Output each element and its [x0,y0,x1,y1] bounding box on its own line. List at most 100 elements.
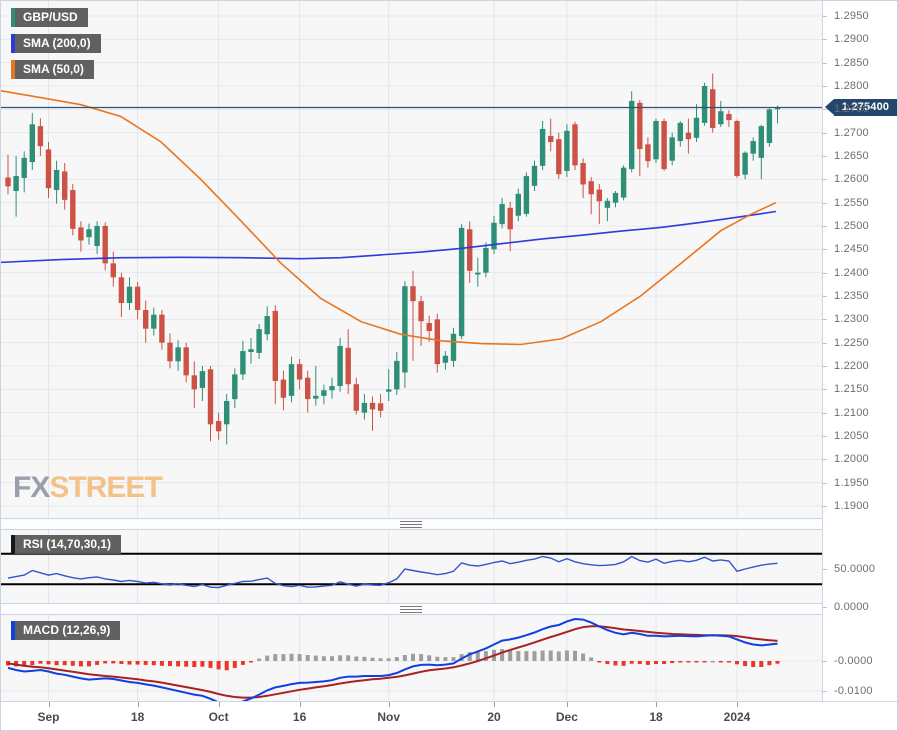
symbol-label: GBP/USD [23,10,78,24]
price-axis-label: 1.2600 [834,173,869,185]
macd-histogram [6,649,780,671]
price-axis-label: 1.2150 [834,383,869,395]
price-axis-label: 1.1950 [834,477,869,489]
axis-tick [823,86,827,87]
axis-tick [823,691,827,692]
axis-tick [823,389,827,390]
price-axis-label: 1.2900 [834,33,869,45]
macd-axis-label: -0.0100 [834,685,873,697]
time-axis-label: Sep [37,710,60,724]
symbol-color-bar [11,8,15,27]
price-axis-label: 1.2200 [834,360,869,372]
price-axis-label: 1.2950 [834,10,869,22]
macd-signal-line [7,625,778,699]
sma50-color-bar [11,60,15,79]
time-axis-tick [566,702,568,707]
axis-tick [823,39,827,40]
time-axis-tick [218,702,220,707]
axis-tick [823,249,827,250]
horizontal-gridlines [1,15,822,507]
legend-rsi: RSI (14,70,30,1) [11,535,122,554]
time-axis[interactable]: Sep 18 Oct 16 Nov 20 Dec 18 2024 [1,701,897,730]
axis-tick [823,296,827,297]
axis-tick [823,607,827,608]
macd-line [7,617,778,701]
axis-tick [823,133,827,134]
axis-tick [823,506,827,507]
price-axis-label: 1.2400 [834,267,869,279]
badge-arrow-icon [825,98,834,115]
rsi-label: RSI (14,70,30,1) [23,537,112,551]
axis-tick [823,226,827,227]
price-axis-label: 1.2850 [834,57,869,69]
rsi-panel[interactable]: RSI (14,70,30,1) [1,530,822,603]
axis-tick [823,319,827,320]
rsi-chart-canvas[interactable] [1,530,822,603]
price-axis-label: 1.2300 [834,313,869,325]
sma50-label: SMA (50,0) [23,62,84,76]
macd-panel[interactable]: MACD (12,26,9) [1,615,822,701]
splitter-grip-icon[interactable] [400,521,422,528]
time-axis-tick [388,702,390,707]
price-axis-label: 1.2700 [834,127,869,139]
legend-macd: MACD (12,26,9) [11,621,121,640]
time-axis-tick [494,702,495,707]
vertical-gridlines [48,1,738,518]
panel-splitter-2[interactable] [1,603,897,615]
axis-tick [823,413,827,414]
macd-chart-canvas[interactable] [1,615,822,701]
time-axis-label: 16 [292,710,307,724]
watermark-street: STREET [49,471,162,504]
price-axis-label: 1.2500 [834,220,869,232]
panel-splitter-1[interactable] [1,518,897,530]
price-panel[interactable]: GBP/USD SMA (200,0) SMA (50,0) FXSTREET [1,1,822,518]
axis-tick [823,203,827,204]
macd-label: MACD (12,26,9) [23,623,111,637]
vertical-gridlines [48,530,738,603]
time-axis-tick [48,702,50,707]
rsi-axis-label: 50.0000 [834,563,876,575]
fxstreet-watermark: FXSTREET [13,471,163,505]
sma200-label: SMA (200,0) [23,36,91,50]
axis-tick [823,273,827,274]
axis-tick [823,179,827,180]
axis-tick [823,436,827,437]
axis-tick [823,569,827,570]
time-axis-label: Nov [377,710,401,724]
splitter-grip-icon[interactable] [400,606,422,613]
axis-tick [823,661,827,662]
candles-layer [5,73,781,445]
price-axis-label: 1.2250 [834,337,869,349]
axis-tick [823,16,827,17]
last-price-value: 1.275400 [834,98,897,116]
price-axis-label: 1.2750 [834,103,869,115]
sma200-color-bar [11,34,15,53]
time-axis-label: 20 [487,710,501,724]
sma200-line [1,210,777,264]
rsi-color-bar [11,535,15,554]
price-axis-label: 1.2350 [834,290,869,302]
axis-tick [823,366,827,367]
price-axis-label: 1.2550 [834,197,869,209]
price-axis-label: 1.2050 [834,430,869,442]
axis-tick [823,459,827,460]
axis-tick [823,109,827,110]
price-axis-label: 1.2100 [834,407,869,419]
price-axis-label: 1.2000 [834,453,869,465]
price-axis[interactable]: 1.275400 1.2950 1.2900 1.2850 1.2800 1.2750 1… [822,1,897,701]
legend-sma50: SMA (50,0) [11,60,94,79]
last-price-badge: 1.275400 [823,98,897,116]
time-axis-label: 18 [649,710,663,724]
rsi-line [7,555,778,589]
price-chart-canvas[interactable] [1,1,822,518]
time-axis-tick [656,702,657,707]
time-axis-tick [299,702,301,707]
axis-tick [823,483,827,484]
axis-tick [823,343,827,344]
macd-color-bar [11,621,15,640]
price-axis-label: 1.2800 [834,80,869,92]
sma50-line [1,89,777,346]
price-axis-label: 1.1900 [834,500,869,512]
axis-tick [823,156,827,157]
